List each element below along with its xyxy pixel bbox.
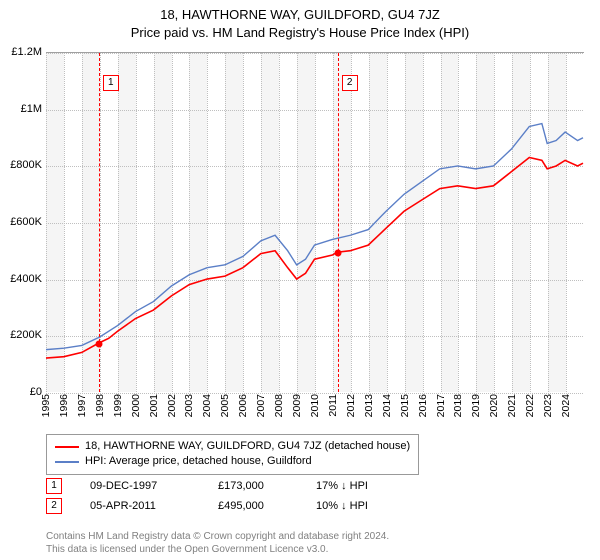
x-tick-label: 2004 [201, 394, 213, 417]
tx-price: £173,000 [218, 480, 288, 492]
x-tick-label: 2016 [417, 394, 429, 417]
x-tick-label: 2018 [452, 394, 464, 417]
transactions-table: 1 09-DEC-1997 £173,000 17% ↓ HPI 2 05-APR-201… [46, 478, 396, 518]
x-tick-label: 2011 [327, 394, 339, 417]
tx-delta: 17% ↓ HPI [316, 480, 396, 492]
x-tick-label: 2021 [506, 394, 518, 417]
x-tick-label: 2001 [148, 394, 160, 417]
x-tick-label: 2014 [381, 394, 393, 417]
x-tick-label: 2009 [291, 394, 303, 417]
title-block: 18, HAWTHORNE WAY, GUILDFORD, GU4 7JZ Pr… [0, 0, 600, 42]
x-tick-label: 2007 [255, 394, 267, 417]
legend-swatch [55, 461, 79, 463]
x-tick-label: 2012 [345, 394, 357, 417]
tx-date: 05-APR-2011 [90, 500, 190, 512]
x-tick-label: 1997 [76, 394, 88, 417]
marker-vline [338, 53, 339, 392]
legend: 18, HAWTHORNE WAY, GUILDFORD, GU4 7JZ (d… [46, 434, 419, 475]
x-tick-label: 2024 [560, 394, 572, 417]
tx-number-box: 2 [46, 498, 62, 514]
series-property [46, 157, 583, 358]
series-svg [46, 53, 583, 392]
y-tick-label: £400K [10, 273, 42, 285]
x-tick-label: 1996 [58, 394, 70, 417]
y-tick-label: £800K [10, 159, 42, 171]
x-tick-label: 2019 [470, 394, 482, 417]
x-tick-label: 2013 [363, 394, 375, 417]
marker-dot [95, 340, 102, 347]
x-tick-label: 2006 [237, 394, 249, 417]
transaction-row: 2 05-APR-2011 £495,000 10% ↓ HPI [46, 498, 396, 514]
title-subtitle: Price paid vs. HM Land Registry's House … [0, 24, 600, 42]
legend-swatch [55, 446, 79, 448]
legend-item: HPI: Average price, detached house, Guil… [55, 454, 410, 469]
legend-item: 18, HAWTHORNE WAY, GUILDFORD, GU4 7JZ (d… [55, 439, 410, 454]
attribution-line: Contains HM Land Registry data © Crown c… [46, 530, 389, 543]
x-tick-label: 2017 [435, 394, 447, 417]
tx-number-box: 1 [46, 478, 62, 494]
series-hpi [46, 124, 583, 350]
x-tick-label: 1999 [112, 394, 124, 417]
chart-container: 18, HAWTHORNE WAY, GUILDFORD, GU4 7JZ Pr… [0, 0, 600, 560]
y-tick-label: £600K [10, 216, 42, 228]
marker-dot [334, 249, 341, 256]
marker-box: 1 [103, 75, 119, 91]
tx-date: 09-DEC-1997 [90, 480, 190, 492]
x-tick-label: 1998 [94, 394, 106, 417]
legend-label: HPI: Average price, detached house, Guil… [85, 454, 312, 469]
x-tick-label: 2003 [183, 394, 195, 417]
tx-price: £495,000 [218, 500, 288, 512]
x-tick-label: 2005 [219, 394, 231, 417]
y-tick-label: £1.2M [11, 46, 42, 58]
y-axis: £0£200K£400K£600K£800K£1M£1.2M [0, 52, 44, 392]
marker-box: 2 [342, 75, 358, 91]
x-tick-label: 2010 [309, 394, 321, 417]
x-tick-label: 2008 [273, 394, 285, 417]
plot-area: 12 [46, 52, 584, 392]
tx-delta: 10% ↓ HPI [316, 500, 396, 512]
x-tick-label: 2022 [524, 394, 536, 417]
x-tick-label: 2023 [542, 394, 554, 417]
x-tick-label: 1995 [40, 394, 52, 417]
attribution: Contains HM Land Registry data © Crown c… [46, 530, 389, 556]
transaction-row: 1 09-DEC-1997 £173,000 17% ↓ HPI [46, 478, 396, 494]
attribution-line: This data is licensed under the Open Gov… [46, 543, 389, 556]
y-tick-label: £200K [10, 329, 42, 341]
x-tick-label: 2002 [166, 394, 178, 417]
x-tick-label: 2020 [488, 394, 500, 417]
x-tick-label: 2015 [399, 394, 411, 417]
title-address: 18, HAWTHORNE WAY, GUILDFORD, GU4 7JZ [0, 6, 600, 24]
legend-label: 18, HAWTHORNE WAY, GUILDFORD, GU4 7JZ (d… [85, 439, 410, 454]
y-tick-label: £1M [21, 103, 42, 115]
x-tick-label: 2000 [130, 394, 142, 417]
